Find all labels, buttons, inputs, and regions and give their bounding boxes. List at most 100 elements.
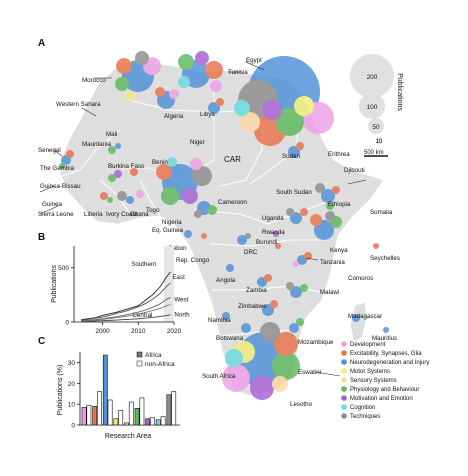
size-legend-label-50: 50: [372, 124, 380, 131]
panel-b-plot-area: [74, 246, 174, 322]
bubble-malawi-b: [300, 284, 308, 292]
bubble-zimbabwe-b: [270, 300, 278, 308]
panel-c-ylabel: Publications (%): [57, 365, 64, 416]
label-erithrea: Erithrea: [328, 151, 350, 158]
panel-c-ytick-label: 10: [68, 402, 76, 409]
label-morocco: Morocco: [82, 77, 106, 84]
label-mauritius: Mauritius: [372, 335, 397, 342]
label-angola: Angola: [216, 277, 236, 284]
panel-b-line-central: [81, 314, 171, 322]
label-niger: Niger: [190, 139, 205, 146]
label-eswatini: Eswatini: [298, 369, 321, 376]
bubble-sa-excitability: [274, 332, 298, 356]
label-zambia: Zambia: [246, 287, 267, 294]
panel-c-ytick-label: 20: [68, 381, 76, 388]
label-rwanda: Rwanda: [262, 229, 285, 236]
bubble-sa-sensory: [272, 376, 288, 392]
bubble-ethiopia-neurodegeneration: [321, 189, 335, 203]
label-mauritania: Mauritania: [82, 141, 111, 148]
legend-label-non-africa: non-Africa: [145, 361, 175, 368]
panel-b-line-east: [81, 282, 171, 321]
label-burundi: Burundi: [256, 239, 277, 246]
bubble-malawi-c: [286, 282, 294, 290]
bubble-ivory-a: [100, 192, 108, 200]
label-uganda: Uganda: [262, 215, 284, 222]
panel-b-series-labels: Southern Central East West North: [131, 261, 190, 319]
bubble-togo-a: [136, 190, 144, 198]
panel-b-label: B: [38, 232, 45, 243]
legend-label-excitability: Excitability, Synapses, Glia: [350, 351, 422, 357]
panel-c-ytick-label: 30: [68, 360, 76, 367]
label-kenya: Kenya: [330, 247, 348, 254]
bubble-burkina-a: [108, 174, 116, 182]
bubble-mauritius-a: [383, 327, 389, 333]
panel-c-label: C: [38, 336, 45, 347]
label-egypt: Egypt: [246, 57, 262, 64]
bubble-senegal-physiology: [59, 163, 65, 169]
bubble-ghana-a: [117, 191, 127, 201]
legend-swatch-neurodegeneration: [341, 359, 347, 365]
legend-swatch-development: [341, 341, 347, 347]
bubble-kenya-excitability: [310, 214, 322, 226]
bar-africa-0: [81, 406, 87, 426]
bar-africa-3: [113, 418, 119, 426]
panel-a: A: [38, 38, 429, 420]
bubble-mozambique-a: [289, 323, 299, 333]
label-tunisia: Tunisia: [228, 69, 248, 76]
bubble-nigeria-excitability: [156, 164, 172, 180]
bubble-uganda-neurodegeneration: [290, 212, 302, 224]
label-somalia: Somalia: [370, 209, 393, 216]
legend-label-cognition: Cognition: [350, 405, 375, 411]
panel-b-series: [81, 271, 171, 322]
label-western-sahara: Western Sahara: [56, 101, 101, 108]
bubble-botswana-a: [241, 323, 251, 333]
bubble-senegal-excitability: [66, 150, 74, 158]
legend-swatch-motivation: [341, 395, 347, 401]
legend-swatch-cognition: [341, 404, 347, 410]
bubble-sudan-excitability: [296, 142, 304, 150]
panel-c-xlabel: Research Area: [105, 433, 151, 440]
bubble-mali-b: [115, 143, 121, 149]
bubble-morocco-motor: [125, 91, 135, 101]
label-seychelles: Seychelles: [370, 255, 400, 262]
size-legend-label-200: 200: [367, 74, 378, 81]
bubble-zimbabwe-a: [262, 304, 274, 316]
bubble-mali-a: [108, 146, 116, 154]
bubble-cameroon-physiology: [207, 205, 217, 215]
panel-b-series-label-west: West: [174, 297, 188, 304]
label-ethiopia: Ethiopia: [328, 201, 351, 208]
bubble-benin-a: [130, 168, 138, 176]
bubble-egypt-motor: [294, 96, 314, 116]
label-the-gambia: The Gambia: [40, 165, 75, 172]
legend-swatch-motor: [341, 368, 347, 374]
label-ghana: Ghana: [130, 211, 149, 218]
bubble-sa-physiology: [272, 352, 300, 380]
label-senegal: Senegal: [38, 147, 61, 154]
bubble-uganda-excitability: [300, 208, 308, 216]
bubble-egypt-physiology: [276, 108, 304, 136]
panel-b-ytick-label: 500: [58, 265, 69, 272]
bar-africa-8: [166, 394, 172, 426]
legend-label-africa: Africa: [145, 352, 162, 359]
bubble-drc-neurodegeneration: [237, 235, 247, 245]
label-nigeria: Nigeria: [162, 219, 182, 226]
bubble-drc-techniques: [245, 233, 251, 239]
panel-b-ticks: 2000 2010 2020 0 500: [58, 265, 181, 335]
panel-b-series-label-southern: Southern: [131, 261, 157, 268]
label-mali: Mali: [106, 131, 117, 138]
leader-lines: [39, 61, 367, 377]
label-zimbabwe: Zimbabwe: [238, 303, 267, 310]
bubble-ghana-b: [126, 196, 134, 204]
bubble-zambia-b: [264, 274, 272, 282]
bubble-sa-techniques: [260, 322, 280, 342]
bubble-kenya-techniques: [325, 211, 335, 221]
size-legend: 200 100 50 10 Publications 500 km: [350, 54, 403, 157]
size-legend-circle-100: [359, 93, 385, 119]
legend-label-sensory: Sensory Systems: [350, 378, 397, 384]
bubble-seychelles-a: [373, 243, 379, 249]
bubble-mozambique-b: [296, 318, 304, 326]
size-legend-circle-200: [350, 54, 394, 98]
bubble-ivory-b: [107, 197, 113, 203]
bubble-tunisia-development: [210, 80, 222, 92]
label-algeria: Algeria: [164, 113, 184, 120]
